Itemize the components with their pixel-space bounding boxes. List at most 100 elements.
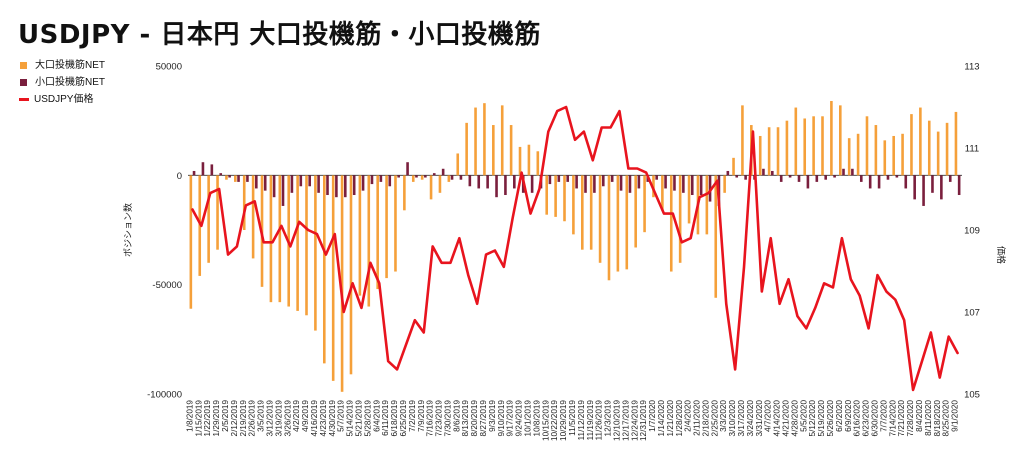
bar-large-speculators — [207, 175, 210, 263]
x-tick-label: 9/3/2019 — [488, 400, 497, 432]
x-tick-label: 12/31/2019 — [639, 400, 648, 441]
bar-small-speculators — [237, 175, 240, 182]
y-tick-label: -100000 — [147, 390, 182, 401]
bar-small-speculators — [308, 175, 311, 187]
bar-large-speculators — [474, 107, 477, 176]
x-tick-label: 8/25/2020 — [942, 400, 951, 437]
x-tick-label: 7/23/2019 — [435, 400, 444, 437]
bar-large-speculators — [492, 125, 495, 176]
bar-small-speculators — [299, 175, 303, 187]
x-tick-label: 8/18/2020 — [933, 400, 942, 437]
x-tick-label: 4/21/2020 — [782, 400, 791, 437]
legend-swatch-small-speculators — [20, 79, 27, 86]
x-tick-label: 4/23/2019 — [319, 400, 328, 437]
bar-small-speculators — [619, 175, 623, 191]
bar-large-speculators — [581, 175, 584, 250]
legend-label-large-speculators: 大口投機筋NET — [35, 60, 105, 71]
x-tick-label: 1/15/2019 — [194, 400, 203, 437]
bar-large-speculators — [910, 114, 913, 176]
x-tick-label: 4/16/2019 — [310, 400, 319, 437]
bar-small-speculators — [904, 175, 908, 189]
bar-large-speculators — [367, 175, 371, 307]
x-tick-label: 1/8/2019 — [185, 400, 194, 432]
bar-small-speculators — [343, 175, 347, 198]
bar-large-speculators — [883, 140, 887, 176]
x-tick-label: 5/26/2020 — [826, 400, 835, 437]
x-tick-label: 5/7/2019 — [337, 400, 346, 432]
bar-large-speculators — [607, 175, 611, 281]
x-tick-label: 3/5/2019 — [257, 400, 266, 432]
bar-large-speculators — [189, 175, 193, 309]
x-tick-label: 9/1/2020 — [951, 400, 960, 432]
bar-large-speculators — [589, 175, 593, 250]
legend-label-small-speculators: 小口投機筋NET — [35, 77, 105, 88]
bar-large-speculators — [554, 175, 557, 217]
x-tick-label: 10/29/2019 — [559, 400, 568, 441]
x-tick-label: 10/8/2019 — [532, 400, 541, 437]
bar-large-speculators — [758, 135, 762, 176]
bar-small-speculators — [263, 175, 267, 191]
x-tick-label: 3/3/2020 — [719, 400, 728, 432]
x-tick-label: 8/13/2019 — [461, 400, 470, 437]
x-tick-label: 2/19/2019 — [239, 400, 248, 437]
bar-small-speculators — [931, 175, 934, 193]
y2-tick-label: 113 — [964, 62, 979, 73]
bar-small-speculators — [788, 175, 792, 178]
bar-large-speculators — [420, 175, 424, 180]
x-tick-label: 4/9/2019 — [301, 400, 310, 432]
bar-small-speculators — [450, 175, 454, 180]
bar-small-speculators — [637, 175, 641, 189]
bar-large-speculators — [705, 175, 709, 235]
bar-small-speculators — [192, 170, 196, 176]
y-tick-label: 50000 — [156, 62, 182, 73]
x-tick-label: 4/2/2019 — [292, 400, 301, 432]
bar-small-speculators — [361, 175, 365, 191]
x-tick-label: 2/18/2020 — [701, 400, 710, 437]
x-tick-label: 6/18/2019 — [390, 400, 399, 437]
x-tick-label: 11/19/2019 — [586, 400, 595, 441]
bar-small-speculators — [948, 175, 952, 182]
bar-large-speculators — [723, 175, 726, 193]
bar-small-speculators — [352, 175, 356, 196]
x-tick-label: 3/17/2020 — [737, 400, 746, 437]
x-tick-label: 6/11/2019 — [381, 400, 390, 436]
x-tick-label: 7/7/2020 — [879, 400, 888, 432]
bar-large-speculators — [616, 175, 620, 272]
bar-small-speculators — [708, 175, 712, 202]
bar-large-speculators — [340, 175, 344, 392]
x-tick-label: 6/4/2019 — [372, 400, 381, 432]
x-tick-label: 4/28/2020 — [790, 400, 799, 437]
bar-small-speculators — [548, 175, 552, 185]
x-tick-label: 7/30/2019 — [443, 400, 452, 437]
bar-large-speculators — [225, 175, 228, 180]
y2-axis-label: 価格 — [995, 246, 1007, 264]
bar-large-speculators — [545, 175, 549, 215]
chart-title: USDJPY - 日本円 大口投機筋・小口投機筋 — [18, 20, 541, 50]
bar-large-speculators — [669, 175, 673, 272]
bar-small-speculators — [797, 175, 801, 182]
legend-item-usdjpy-price: USDJPY価格 — [18, 94, 128, 105]
bar-small-speculators — [957, 175, 961, 196]
bar-small-speculators — [601, 175, 605, 187]
bar-small-speculators — [593, 175, 596, 193]
bar-large-speculators — [429, 175, 433, 200]
bar-large-speculators — [661, 175, 664, 211]
x-tick-label: 4/14/2020 — [773, 400, 782, 437]
bar-small-speculators — [610, 175, 614, 182]
bar-large-speculators — [456, 153, 460, 176]
bar-small-speculators — [655, 175, 658, 180]
bar-small-speculators — [779, 175, 783, 182]
x-tick-label: 12/10/2019 — [613, 400, 622, 441]
bar-small-speculators — [432, 173, 436, 176]
x-tick-label: 7/14/2020 — [888, 400, 897, 437]
bar-small-speculators — [370, 175, 374, 185]
bar-large-speculators — [678, 175, 682, 263]
bar-large-speculators — [892, 135, 895, 176]
bar-large-speculators — [687, 175, 691, 224]
x-tick-label: 5/14/2019 — [346, 400, 355, 437]
tick-layer: 50000 0 -50000 -100000 113 111 109 107 105 1/8/20… — [147, 62, 980, 441]
bar-large-speculators — [598, 175, 602, 263]
bar-large-speculators — [278, 175, 282, 303]
bar-small-speculators — [851, 168, 854, 176]
bar-large-speculators — [563, 175, 566, 222]
